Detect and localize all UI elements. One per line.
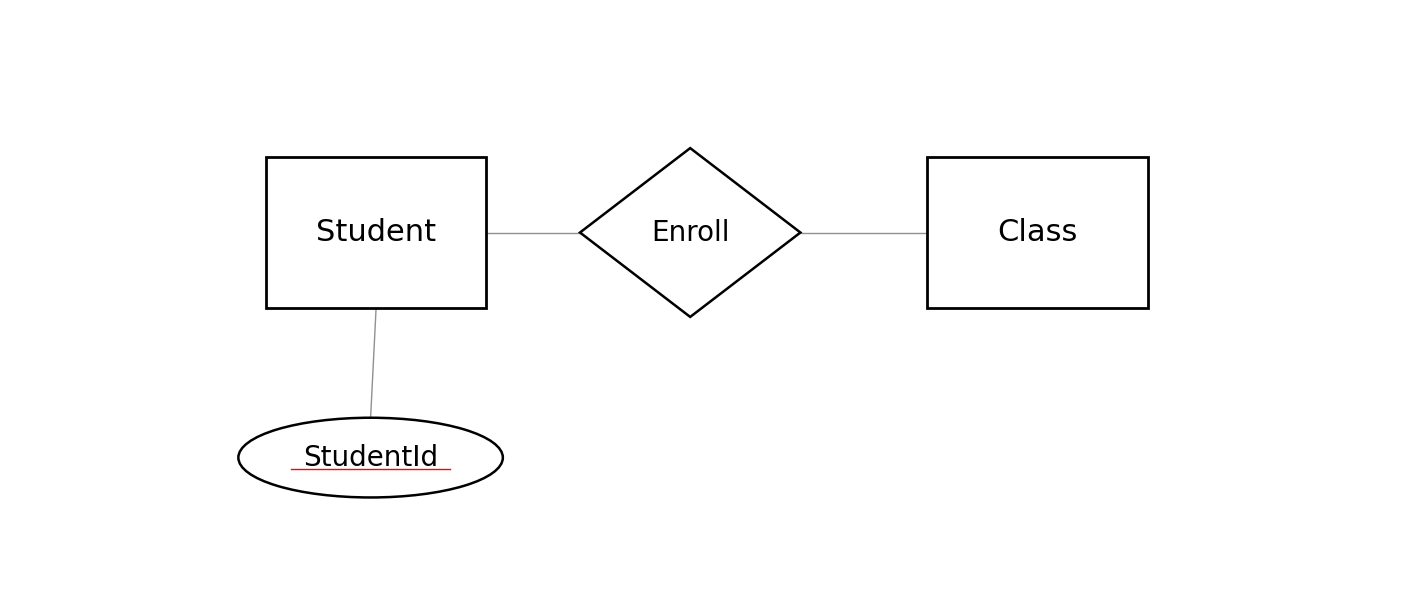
Text: Enroll: Enroll (651, 219, 729, 247)
Bar (927, 158, 1148, 308)
Text: StudentId: StudentId (303, 443, 438, 471)
Bar (266, 158, 486, 308)
Text: Student: Student (316, 218, 437, 247)
Ellipse shape (239, 418, 503, 498)
Text: Class: Class (997, 218, 1078, 247)
Polygon shape (580, 148, 801, 317)
